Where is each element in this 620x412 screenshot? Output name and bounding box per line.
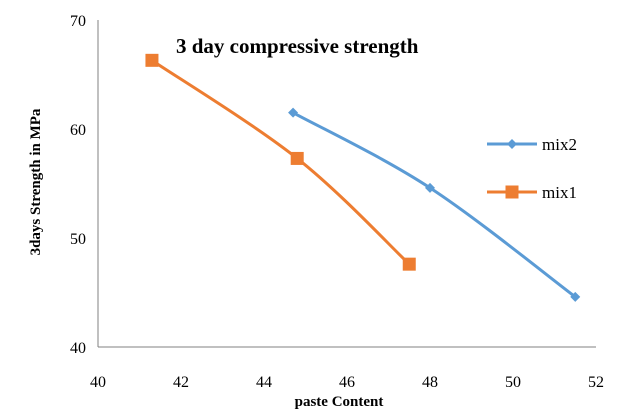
- legend: mix2 mix1: [487, 135, 577, 202]
- series-line-mix1: [150, 58, 411, 266]
- series-line-mix2: [291, 111, 577, 299]
- x-tick-label: 40: [90, 374, 106, 391]
- y-tick-label: 50: [70, 231, 86, 248]
- data-point-mix1: [145, 53, 159, 67]
- y-tick-label: 60: [70, 122, 86, 139]
- series-markers: [145, 53, 581, 302]
- legend-label-mix1: mix1: [542, 183, 577, 202]
- legend-marker-mix2: [507, 139, 517, 149]
- data-point-mix2: [425, 182, 435, 193]
- series-lines: [150, 58, 577, 299]
- data-point-mix2: [288, 107, 299, 118]
- axes: [97, 20, 596, 348]
- x-tick-label: 52: [588, 374, 604, 391]
- data-point-mix1: [402, 257, 416, 271]
- y-axis-title: 3days Strength in MPa: [28, 108, 44, 255]
- y-tick-label: 70: [70, 13, 86, 30]
- data-point-mix1: [290, 151, 304, 165]
- x-tick-label: 48: [422, 374, 438, 391]
- tick-labels: 40 42 44 46 48 50 52 40 50 60 70: [70, 13, 604, 391]
- x-tick-label: 44: [256, 374, 272, 391]
- chart-title: 3 day compressive strength: [176, 34, 419, 58]
- y-tick-label: 40: [70, 340, 86, 357]
- x-tick-label: 42: [173, 374, 189, 391]
- legend-marker-mix1: [505, 185, 519, 199]
- x-tick-label: 50: [505, 374, 521, 391]
- x-axis-title: paste Content: [295, 394, 384, 410]
- legend-label-mix2: mix2: [542, 135, 577, 154]
- data-point-mix2: [570, 291, 581, 302]
- x-tick-label: 46: [339, 374, 355, 391]
